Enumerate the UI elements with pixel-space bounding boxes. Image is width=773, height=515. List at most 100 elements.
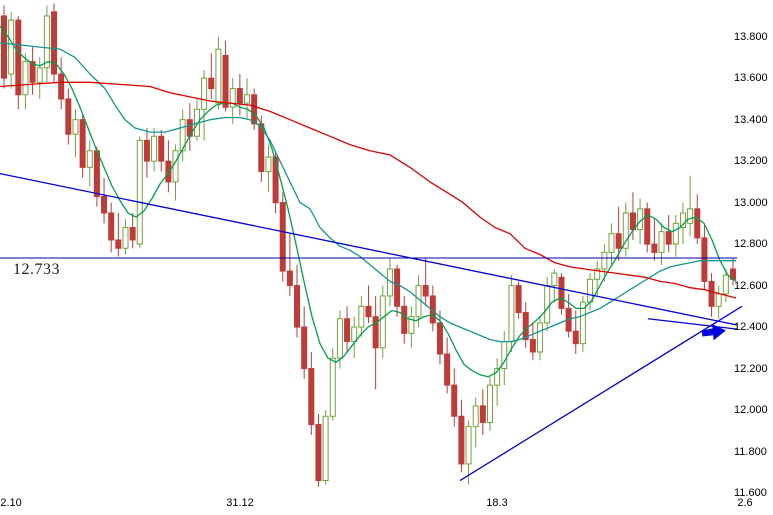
y-axis-tick-label: 11.800 — [734, 446, 767, 458]
candle-body-down — [29, 61, 36, 83]
candle-body-up — [472, 405, 479, 428]
candle-body-up — [508, 285, 515, 343]
candle-body-up — [151, 135, 158, 162]
candle-body-up — [351, 326, 358, 343]
candle-body-down — [372, 316, 379, 349]
x-axis-tick-label: 18.3 — [486, 497, 508, 509]
candle-body-up — [408, 316, 415, 334]
y-axis-tick-label: 12.200 — [734, 363, 768, 375]
candle-body-down — [236, 88, 243, 104]
y-axis-tick-label: 13.600 — [734, 72, 768, 84]
y-axis-tick-label: 12.600 — [734, 280, 768, 292]
candle-body-down — [108, 212, 115, 241]
candle-body-down — [286, 270, 293, 287]
candle-body-up — [229, 88, 236, 108]
y-axis-tick-label: 13.400 — [734, 114, 768, 126]
candle-body-down — [694, 208, 701, 239]
candle-body-up — [601, 251, 608, 270]
candle-body-down — [93, 150, 100, 197]
candle-body-up — [201, 77, 208, 110]
candle-body-down — [451, 384, 458, 417]
candle-body-down — [101, 195, 108, 214]
candle-body-down — [401, 305, 408, 334]
candle-body-up — [172, 150, 179, 183]
fast-green-ma-line — [0, 25, 737, 378]
y-axis-tick-label: 12.000 — [734, 404, 768, 416]
candle-body-down — [65, 98, 72, 135]
candle-body-down — [522, 312, 529, 341]
candle-body-down — [279, 202, 286, 272]
candle-body-down — [143, 139, 150, 162]
candle-body-down — [644, 208, 651, 245]
candle-body-up — [136, 139, 143, 245]
candle-body-down — [272, 156, 279, 204]
candle-body-down — [158, 135, 165, 162]
candle-body-down — [294, 285, 301, 328]
candle-body-up — [715, 293, 722, 307]
candle-body-up — [687, 208, 694, 224]
candle-body-up — [72, 119, 79, 135]
slow-red-ma-line — [0, 81, 737, 299]
candle-body-down — [708, 280, 715, 307]
candle-body-up — [43, 15, 50, 69]
candle-body-down — [629, 212, 636, 231]
candle-body-up — [465, 426, 472, 465]
candle-body-up — [215, 48, 222, 104]
candle-body-down — [15, 19, 22, 96]
candle-body-down — [665, 231, 672, 245]
candle-body-up — [379, 295, 386, 349]
candle-body-down — [79, 119, 86, 168]
candle-body-up — [8, 19, 15, 75]
candle-body-up — [658, 231, 665, 253]
descending-minor-trendline — [647, 318, 738, 330]
candle-body-down — [315, 424, 322, 482]
candle-body-up — [537, 322, 544, 353]
candle-body-down — [308, 368, 315, 426]
candle-body-down — [458, 415, 465, 465]
candle-body-up — [329, 357, 336, 417]
candle-body-down — [615, 233, 622, 249]
candle-body-down — [301, 326, 308, 370]
candle-body-down — [436, 322, 443, 355]
candle-body-up — [22, 61, 29, 96]
candle-body-down — [558, 276, 565, 309]
candle-body-up — [551, 272, 558, 287]
ascending-support-trendline — [459, 305, 743, 482]
candle-body-up — [722, 274, 729, 295]
candle-body-down — [51, 11, 58, 75]
x-axis-tick-label: 31.12 — [226, 497, 254, 509]
candle-body-down — [572, 330, 579, 345]
x-axis-tick-label: 22.10 — [0, 497, 22, 509]
candle-body-up — [622, 212, 629, 249]
candle-body-down — [479, 405, 486, 423]
candle-body-down — [422, 285, 429, 297]
candle-body-up — [36, 67, 43, 83]
candle-body-down — [129, 227, 136, 241]
candle-body-up — [86, 150, 93, 168]
candle-body-up — [544, 285, 551, 324]
candle-body-down — [515, 285, 522, 314]
candle-body-up — [594, 268, 601, 280]
candle-body-up — [679, 212, 686, 229]
candle-body-up — [486, 384, 493, 423]
candle-body-down — [58, 73, 65, 100]
y-axis-tick-label: 13.000 — [734, 197, 768, 209]
candle-body-down — [222, 54, 229, 108]
candle-body-down — [165, 160, 172, 183]
candle-body-down — [251, 94, 258, 125]
candle-body-up — [579, 301, 586, 345]
candle-body-down — [651, 243, 658, 253]
candle-body-down — [444, 353, 451, 386]
right-arrow-icon — [701, 323, 726, 341]
candle-body-down — [365, 305, 372, 318]
candle-body-down — [701, 237, 708, 282]
candle-body-up — [358, 305, 365, 328]
y-axis-tick-label: 12.400 — [734, 321, 768, 333]
candle-body-up — [322, 415, 329, 482]
candle-body-down — [208, 77, 215, 90]
candle-body-down — [344, 318, 351, 343]
y-axis-tick-label: 11.600 — [734, 487, 767, 499]
candle-body-up — [587, 278, 594, 303]
candle-body-up — [608, 233, 615, 253]
